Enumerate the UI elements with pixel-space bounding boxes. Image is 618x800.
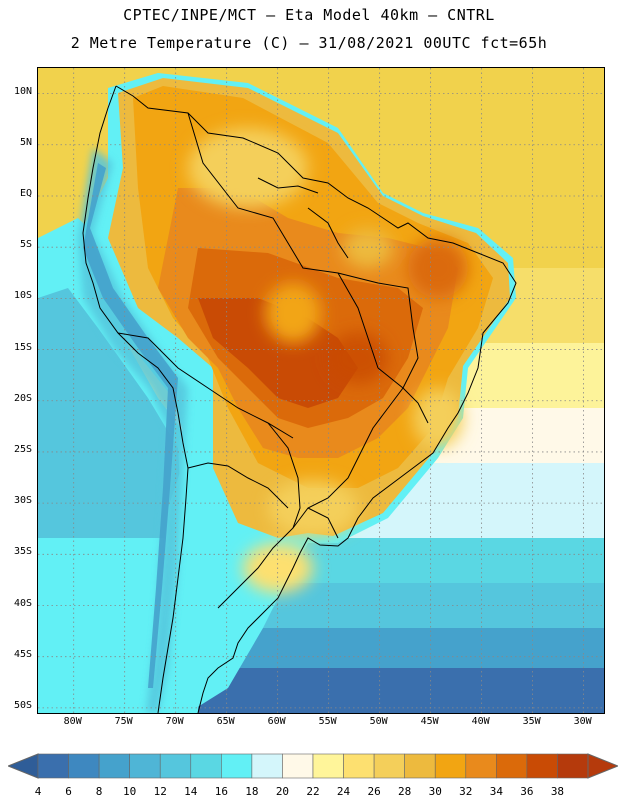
lon-label: 60W [267, 716, 286, 727]
lat-label: 10N [13, 85, 32, 97]
colorbar-segment [282, 753, 314, 779]
colorbar-segment [496, 753, 528, 779]
colorbar-label: 8 [95, 785, 103, 798]
lat-label: 20S [13, 392, 32, 404]
temperature-map [37, 67, 605, 714]
colorbar-label: 14 [184, 785, 198, 798]
colorbar-segment [37, 753, 69, 779]
colorbar-label: 26 [367, 785, 381, 798]
lon-label: 50W [369, 716, 388, 727]
colorbar-segment [312, 753, 344, 779]
lat-label: EQ [19, 187, 32, 199]
colorbar-label: 6 [65, 785, 72, 798]
colorbar-high-arrow [587, 753, 618, 779]
colorbar-label: 16 [214, 785, 228, 798]
colorbar-segment [68, 753, 100, 779]
colorbar-label: 36 [520, 785, 534, 798]
lat-label: 35S [13, 546, 32, 558]
colorbar [8, 753, 618, 779]
colorbar-segment [129, 753, 161, 779]
colorbar-label: 30 [428, 785, 442, 798]
land-field [78, 73, 516, 713]
colorbar-label: 18 [245, 785, 259, 798]
lat-label: 25S [13, 443, 32, 455]
lat-label: 40S [13, 597, 32, 609]
colorbar-label: 34 [489, 785, 503, 798]
colorbar-segment [190, 753, 222, 779]
colorbar-label: 28 [398, 785, 412, 798]
colorbar-label: 38 [550, 785, 565, 798]
colorbar-segment [251, 753, 283, 779]
lon-label: 80W [63, 716, 82, 727]
lon-label: 65W [216, 716, 235, 727]
lon-label: 35W [522, 716, 541, 727]
lon-label: 45W [420, 716, 439, 727]
colorbar-segment [404, 753, 436, 779]
colorbar-segment [343, 753, 375, 779]
lat-label: 15S [13, 341, 32, 353]
colorbar-segment [434, 753, 467, 779]
lat-label: 30S [13, 495, 32, 507]
lon-label: 55W [318, 716, 337, 727]
map-title-line2: 2 Metre Temperature (C) – 31/08/2021 00U… [70, 34, 548, 52]
colorbar-segment [465, 753, 497, 779]
colorbar-segment [373, 753, 405, 779]
lat-label: 5S [19, 239, 32, 251]
colorbar-segment [159, 753, 192, 779]
colorbar-label: 10 [123, 785, 137, 798]
lat-label: 45S [13, 648, 32, 660]
colorbar-label: 22 [306, 785, 320, 798]
colorbar-label: 24 [336, 785, 351, 798]
map-title-line1: CPTEC/INPE/MCT – Eta Model 40km – CNTRL [123, 6, 495, 24]
colorbar-segment [98, 753, 130, 779]
colorbar-segment [221, 753, 253, 779]
colorbar-low-arrow [8, 753, 39, 779]
colorbar-segment [526, 753, 558, 779]
colorbar-label: 4 [34, 785, 42, 798]
lat-label: 10S [13, 290, 32, 302]
coastline-borders [82, 85, 517, 713]
colorbar-label: 20 [275, 785, 290, 798]
lon-label: 30W [573, 716, 592, 727]
colorbar-segment [557, 753, 589, 779]
lon-label: 75W [114, 716, 133, 727]
colorbar-label: 32 [459, 785, 473, 798]
lon-label: 40W [471, 716, 490, 727]
lat-label: 5N [19, 136, 32, 148]
lat-label: 50S [13, 699, 32, 711]
lon-label: 70W [165, 716, 184, 727]
colorbar-label: 12 [153, 785, 167, 798]
